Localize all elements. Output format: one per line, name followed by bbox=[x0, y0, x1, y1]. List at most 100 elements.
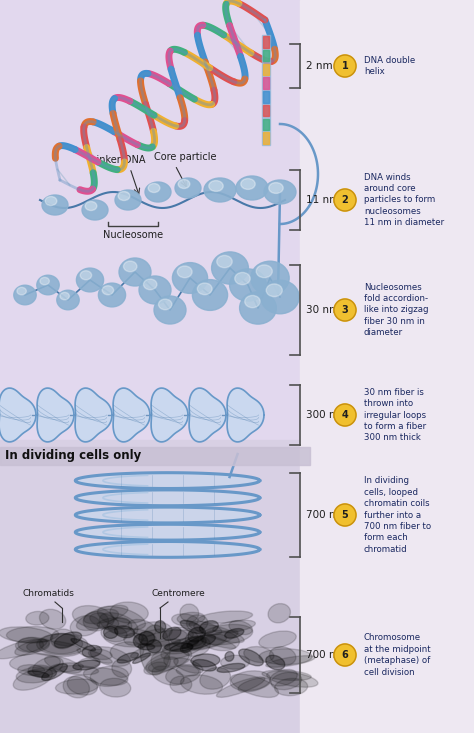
Ellipse shape bbox=[57, 290, 79, 310]
Ellipse shape bbox=[0, 639, 47, 659]
Ellipse shape bbox=[90, 647, 130, 666]
Ellipse shape bbox=[90, 666, 128, 686]
Ellipse shape bbox=[82, 645, 102, 657]
Ellipse shape bbox=[209, 180, 223, 191]
Ellipse shape bbox=[200, 668, 230, 689]
Polygon shape bbox=[227, 388, 264, 442]
Ellipse shape bbox=[180, 644, 192, 652]
Ellipse shape bbox=[117, 652, 138, 663]
Text: Nucleosome: Nucleosome bbox=[103, 230, 163, 240]
Ellipse shape bbox=[270, 647, 296, 666]
Text: In dividing
cells, looped
chromatin coils
further into a
700 nm fiber to
form ea: In dividing cells, looped chromatin coil… bbox=[364, 476, 431, 554]
Bar bbox=[263, 132, 269, 144]
Ellipse shape bbox=[39, 633, 82, 654]
Text: 4: 4 bbox=[342, 410, 348, 420]
Polygon shape bbox=[113, 388, 150, 442]
Polygon shape bbox=[37, 388, 74, 442]
Ellipse shape bbox=[128, 619, 156, 636]
Ellipse shape bbox=[28, 665, 56, 678]
Ellipse shape bbox=[90, 613, 118, 628]
Bar bbox=[262, 35, 270, 145]
Text: 3: 3 bbox=[342, 305, 348, 315]
Text: Chromatids: Chromatids bbox=[22, 589, 74, 598]
Ellipse shape bbox=[37, 275, 59, 295]
Ellipse shape bbox=[18, 638, 44, 652]
Ellipse shape bbox=[187, 635, 216, 649]
Ellipse shape bbox=[213, 620, 255, 633]
Ellipse shape bbox=[7, 627, 59, 643]
Ellipse shape bbox=[16, 667, 56, 683]
Ellipse shape bbox=[235, 273, 250, 284]
Text: DNA winds
around core
particles to form
nucleosomes
11 nm in diameter: DNA winds around core particles to form … bbox=[364, 172, 444, 227]
Text: Centromere: Centromere bbox=[151, 589, 205, 598]
Ellipse shape bbox=[271, 672, 301, 690]
Polygon shape bbox=[75, 507, 260, 523]
Text: 300 nm: 300 nm bbox=[306, 410, 346, 420]
Polygon shape bbox=[75, 524, 260, 540]
Ellipse shape bbox=[264, 180, 296, 204]
Ellipse shape bbox=[76, 268, 104, 292]
Circle shape bbox=[334, 504, 356, 526]
Ellipse shape bbox=[230, 674, 279, 697]
Ellipse shape bbox=[266, 284, 283, 297]
Ellipse shape bbox=[133, 634, 147, 648]
Ellipse shape bbox=[118, 191, 130, 201]
Ellipse shape bbox=[251, 261, 289, 295]
Text: 30 nm fiber is
thrown into
irregular loops
to form a fiber
300 nm thick: 30 nm fiber is thrown into irregular loo… bbox=[364, 388, 426, 443]
Ellipse shape bbox=[13, 668, 53, 690]
Ellipse shape bbox=[45, 656, 82, 673]
Ellipse shape bbox=[261, 280, 299, 314]
Ellipse shape bbox=[163, 638, 206, 654]
Ellipse shape bbox=[32, 657, 63, 677]
Text: In dividing cells only: In dividing cells only bbox=[5, 449, 141, 463]
Ellipse shape bbox=[110, 602, 148, 623]
Ellipse shape bbox=[139, 276, 171, 304]
Ellipse shape bbox=[51, 629, 75, 649]
Ellipse shape bbox=[148, 183, 160, 193]
Ellipse shape bbox=[108, 618, 132, 633]
Ellipse shape bbox=[200, 621, 219, 633]
Ellipse shape bbox=[181, 675, 223, 694]
Ellipse shape bbox=[256, 265, 272, 278]
Ellipse shape bbox=[130, 639, 181, 658]
Bar bbox=[263, 119, 269, 130]
Ellipse shape bbox=[230, 671, 271, 690]
Text: 6: 6 bbox=[342, 650, 348, 660]
Ellipse shape bbox=[185, 633, 203, 646]
Text: Nucleosomes
fold accordion-
like into zigzag
fiber 30 nm in
diameter: Nucleosomes fold accordion- like into zi… bbox=[364, 283, 428, 337]
Ellipse shape bbox=[18, 665, 45, 675]
Ellipse shape bbox=[63, 677, 90, 698]
Ellipse shape bbox=[112, 660, 132, 677]
Ellipse shape bbox=[186, 615, 208, 631]
Ellipse shape bbox=[180, 620, 203, 633]
Polygon shape bbox=[75, 388, 112, 442]
Ellipse shape bbox=[28, 671, 49, 677]
Bar bbox=[0, 0, 320, 460]
Bar bbox=[263, 50, 269, 62]
Ellipse shape bbox=[274, 679, 308, 696]
Ellipse shape bbox=[124, 261, 137, 272]
Ellipse shape bbox=[176, 666, 199, 676]
Ellipse shape bbox=[45, 196, 57, 205]
Ellipse shape bbox=[101, 626, 127, 642]
Bar bbox=[300, 0, 474, 733]
Ellipse shape bbox=[161, 636, 206, 659]
Ellipse shape bbox=[88, 649, 112, 660]
Ellipse shape bbox=[164, 648, 191, 666]
Ellipse shape bbox=[158, 299, 172, 310]
Ellipse shape bbox=[67, 675, 98, 695]
Ellipse shape bbox=[141, 630, 193, 647]
Ellipse shape bbox=[239, 292, 276, 324]
Ellipse shape bbox=[191, 654, 220, 667]
Text: 2: 2 bbox=[342, 195, 348, 205]
Ellipse shape bbox=[71, 638, 96, 651]
Ellipse shape bbox=[54, 632, 82, 648]
Ellipse shape bbox=[100, 678, 131, 697]
Ellipse shape bbox=[188, 632, 236, 649]
Ellipse shape bbox=[83, 611, 109, 631]
Ellipse shape bbox=[170, 676, 192, 693]
Ellipse shape bbox=[103, 627, 118, 638]
Text: DNA double
helix: DNA double helix bbox=[364, 56, 415, 76]
Text: 700 nm: 700 nm bbox=[306, 650, 346, 660]
Ellipse shape bbox=[220, 655, 250, 669]
